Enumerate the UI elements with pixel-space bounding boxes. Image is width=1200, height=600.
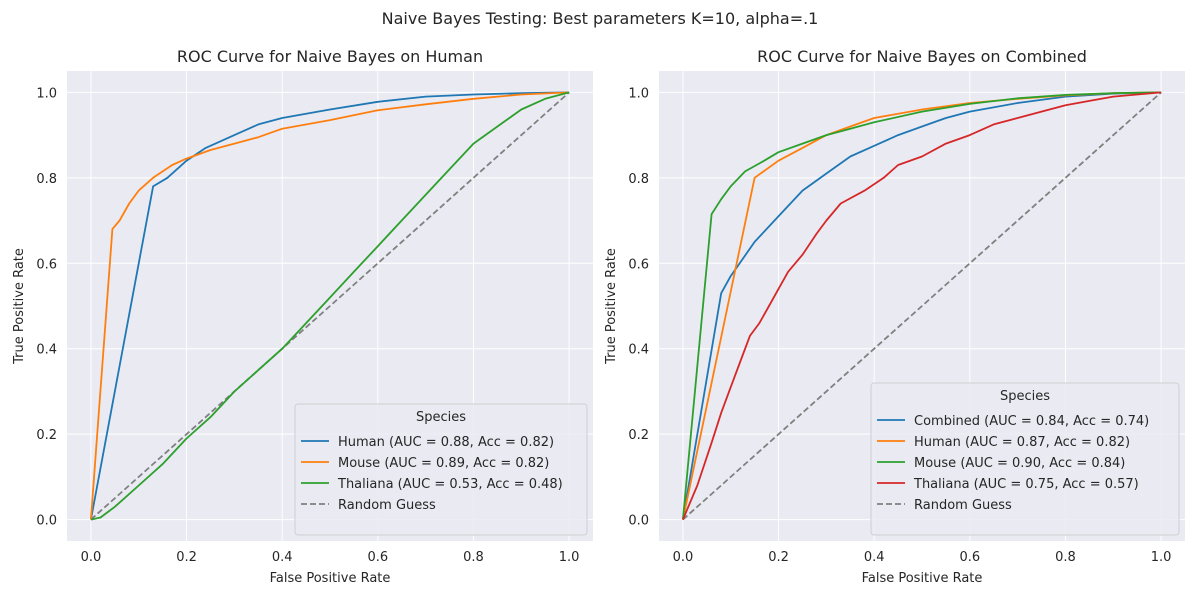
legend: Species Combined (AUC = 0.84, Acc = 0.74)… (870, 382, 1180, 536)
legend-title: Species (1000, 389, 1050, 404)
series-line (682, 91, 1162, 520)
y-tick-label: 0.0 (36, 514, 57, 529)
y-tick-label: 0.8 (36, 172, 57, 187)
series-line (90, 91, 570, 521)
legend-entry: Human (AUC = 0.88, Acc = 0.82) (338, 435, 554, 450)
y-axis-label: True Positive Rate (12, 248, 27, 365)
x-tick-label: 0.2 (176, 550, 197, 565)
legend-entry: Thaliana (AUC = 0.53, Acc = 0.48) (337, 477, 563, 492)
legend: Species Human (AUC = 0.88, Acc = 0.82) Mou… (294, 403, 588, 536)
y-tick-label: 0.6 (628, 257, 649, 272)
chart-panel-1: 0.0 0.2 0.4 0.6 0.8 1.0 0.0 0.2 0.4 0.6 0.8 1.0 ROC … (12, 47, 593, 586)
y-tick-label: 0.2 (628, 428, 649, 443)
series-line (682, 91, 1162, 520)
y-tick-label: 0.6 (36, 257, 57, 272)
series-line (682, 91, 1162, 521)
legend-box (294, 403, 588, 536)
x-tick-label: 0.6 (959, 550, 980, 565)
chart-panel-2: 0.0 0.2 0.4 0.6 0.8 1.0 0.0 0.2 0.4 0.6 0.8 1.0 ROC … (604, 47, 1185, 586)
legend-entry: Random Guess (338, 498, 436, 513)
legend-entry: Combined (AUC = 0.84, Acc = 0.74) (914, 414, 1149, 429)
legend-entry: Random Guess (914, 498, 1012, 513)
y-tick-label: 0.0 (628, 514, 649, 529)
x-tick-label: 1.0 (559, 550, 580, 565)
x-tick-label: 0.0 (81, 550, 102, 565)
legend-entry: Thaliana (AUC = 0.75, Acc = 0.57) (913, 477, 1139, 492)
chart-title: ROC Curve for Naive Bayes on Human (177, 47, 483, 66)
y-tick-label: 0.4 (36, 343, 57, 358)
x-tick-label: 0.4 (864, 550, 885, 565)
x-tick-label: 0.8 (1055, 550, 1076, 565)
x-axis-label: False Positive Rate (862, 571, 983, 586)
figure-title: Naive Bayes Testing: Best parameters K=1… (381, 9, 819, 28)
series-line (90, 91, 570, 520)
series-line (90, 91, 570, 521)
series-line (90, 91, 570, 520)
x-tick-label: 0.2 (768, 550, 789, 565)
y-tick-label: 0.8 (628, 172, 649, 187)
chart-title: ROC Curve for Naive Bayes on Combined (757, 47, 1087, 66)
y-axis-label: True Positive Rate (604, 248, 619, 365)
legend-entry: Mouse (AUC = 0.90, Acc = 0.84) (914, 456, 1125, 471)
y-tick-label: 1.0 (36, 86, 57, 101)
x-tick-label: 0.0 (673, 550, 694, 565)
x-axis-label: False Positive Rate (270, 571, 391, 586)
legend-entry: Human (AUC = 0.87, Acc = 0.82) (914, 435, 1130, 450)
x-tick-label: 0.8 (463, 550, 484, 565)
x-tick-label: 0.6 (367, 550, 388, 565)
y-tick-label: 1.0 (628, 86, 649, 101)
legend-entry: Mouse (AUC = 0.89, Acc = 0.82) (338, 456, 549, 471)
y-tick-label: 0.2 (36, 428, 57, 443)
y-tick-label: 0.4 (628, 343, 649, 358)
series-line (682, 91, 1162, 520)
legend-title: Species (416, 410, 466, 425)
legend-box (870, 382, 1180, 536)
x-tick-label: 1.0 (1151, 550, 1172, 565)
x-tick-label: 0.4 (272, 550, 293, 565)
